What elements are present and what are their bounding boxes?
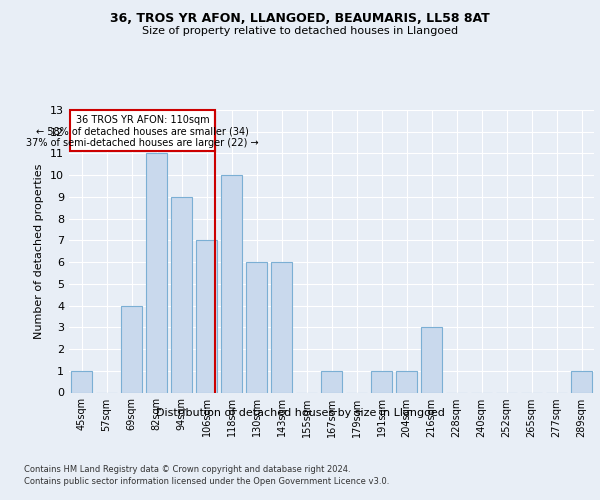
Y-axis label: Number of detached properties: Number of detached properties xyxy=(34,164,44,339)
Text: Contains HM Land Registry data © Crown copyright and database right 2024.: Contains HM Land Registry data © Crown c… xyxy=(24,465,350,474)
Bar xyxy=(371,371,392,392)
Bar xyxy=(221,175,242,392)
Bar xyxy=(571,371,592,392)
Bar xyxy=(146,154,167,392)
Bar xyxy=(71,371,92,392)
Text: 37% of semi-detached houses are larger (22) →: 37% of semi-detached houses are larger (… xyxy=(26,138,259,147)
Text: Distribution of detached houses by size in Llangoed: Distribution of detached houses by size … xyxy=(155,408,445,418)
Bar xyxy=(396,371,417,392)
Bar xyxy=(171,197,192,392)
Bar xyxy=(70,110,215,152)
Bar xyxy=(421,328,442,392)
Text: 36 TROS YR AFON: 110sqm: 36 TROS YR AFON: 110sqm xyxy=(76,115,209,125)
Text: 36, TROS YR AFON, LLANGOED, BEAUMARIS, LL58 8AT: 36, TROS YR AFON, LLANGOED, BEAUMARIS, L… xyxy=(110,12,490,26)
Text: Size of property relative to detached houses in Llangoed: Size of property relative to detached ho… xyxy=(142,26,458,36)
Bar xyxy=(246,262,267,392)
Bar xyxy=(321,371,342,392)
Text: ← 58% of detached houses are smaller (34): ← 58% of detached houses are smaller (34… xyxy=(37,126,249,136)
Text: Contains public sector information licensed under the Open Government Licence v3: Contains public sector information licen… xyxy=(24,478,389,486)
Bar xyxy=(196,240,217,392)
Bar xyxy=(271,262,292,392)
Bar xyxy=(121,306,142,392)
